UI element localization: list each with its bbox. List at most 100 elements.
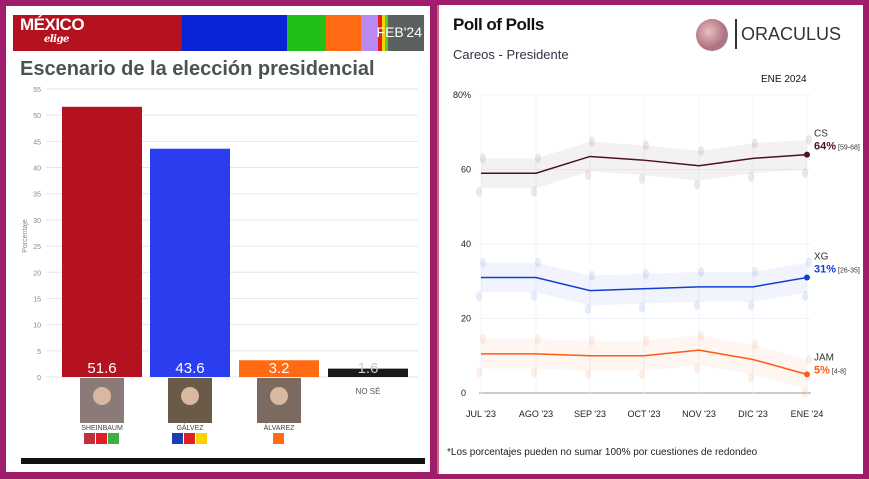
confidence-band	[481, 262, 807, 306]
poll-point	[480, 257, 486, 268]
series-name: JAM	[814, 352, 834, 363]
poll-point	[639, 173, 645, 184]
y-tick-label: 25	[33, 244, 41, 251]
poll-point	[698, 145, 704, 156]
poll-point	[802, 388, 808, 398]
confidence-band	[481, 139, 807, 189]
series-range: [26-35]	[838, 268, 860, 275]
header-color-block	[361, 15, 378, 51]
bar	[239, 360, 319, 377]
y-tick-label: 35	[33, 192, 41, 199]
candidate-name: ÁLVAREZ	[264, 423, 296, 432]
series-line	[481, 153, 808, 174]
series-last-value: 5%	[814, 364, 830, 376]
poll-point	[585, 304, 591, 315]
poll-point	[480, 153, 486, 164]
header-color-block	[388, 15, 424, 51]
poll-point	[748, 373, 754, 384]
poll-point	[643, 268, 649, 279]
x-tick-label: OCT '23	[627, 409, 660, 419]
y-tick-label: 30	[33, 218, 41, 225]
party-logo-icon	[184, 433, 195, 444]
poll-point	[589, 136, 595, 147]
x-tick-label: JUL '23	[466, 409, 496, 419]
footer-bar	[21, 458, 425, 464]
series-name: CS	[814, 129, 828, 140]
series-line	[481, 276, 808, 292]
party-logo-icon	[273, 433, 284, 444]
x-tick-label: SEP '23	[574, 409, 606, 419]
y-tick-label: 5	[37, 349, 41, 356]
y-tick-label: 45	[33, 139, 41, 146]
poll-point	[639, 369, 645, 380]
poll-point	[589, 335, 595, 346]
poll-point	[752, 339, 758, 350]
poll-point	[535, 257, 541, 268]
y-tick-label: 50	[33, 113, 41, 120]
y-tick-label: 80%	[453, 90, 471, 100]
poll-point	[748, 300, 754, 311]
y-tick-label: 40	[33, 166, 41, 173]
brand-header	[13, 15, 424, 51]
confidence-band	[481, 335, 807, 390]
footnote: *Los porcentajes pueden no sumar 100% po…	[447, 447, 758, 458]
bar	[62, 106, 142, 377]
poll-point	[694, 179, 700, 190]
poll-point	[802, 291, 808, 302]
y-tick-label: 20	[33, 270, 41, 277]
poll-point	[748, 171, 754, 182]
y-tick-label: 20	[461, 314, 471, 324]
poll-point	[531, 367, 537, 378]
y-tick-label: 10	[33, 323, 41, 330]
party-logo-icon	[108, 433, 119, 444]
poll-point	[476, 291, 482, 302]
bar-value-label: 51.6	[87, 360, 116, 377]
bar-chart: 0 5 10 15 20 25 30 35 40 45 50 55 Porcentaje 51.6 SHEI…	[21, 87, 425, 464]
poll-point	[698, 266, 704, 277]
x-tick-label: DIC '23	[738, 409, 768, 419]
x-tick-label: ENE '24	[791, 409, 824, 419]
poll-point	[535, 153, 541, 164]
chart-title: Poll of Polls	[453, 15, 544, 34]
poll-point	[585, 369, 591, 380]
chart-title: Escenario de la elección presidencial	[20, 58, 375, 80]
poll-point	[480, 333, 486, 344]
y-tick-label: 15	[33, 296, 41, 303]
series-range: [4-8]	[832, 368, 846, 375]
header-color-block	[382, 15, 385, 51]
series-endpoint	[804, 151, 810, 158]
category-label: NO SÉ	[356, 387, 381, 396]
y-tick-label: 60	[461, 165, 471, 175]
poll-point	[531, 186, 537, 197]
logo-brand-sub: elige	[44, 34, 69, 45]
bar	[150, 148, 230, 377]
series-value-line: 5% [4-8]	[814, 364, 846, 376]
series-endpoint	[804, 371, 810, 378]
y-tick-label: 0	[37, 375, 41, 382]
poll-point	[694, 300, 700, 311]
date-label: ENE 2024	[761, 74, 807, 85]
series-range: [59-68]	[838, 145, 860, 152]
x-tick-label: AGO '23	[519, 409, 553, 419]
chart-subtitle: Careos - Presidente	[453, 47, 569, 62]
poll-point	[476, 367, 482, 378]
poll-point	[806, 134, 812, 145]
header-color-block	[287, 15, 326, 51]
candidate-name: SHEINBAUM	[81, 425, 123, 432]
poll-point	[476, 186, 482, 197]
candidate-name: GÁLVEZ	[176, 423, 204, 432]
header-color-block	[182, 15, 287, 51]
bar-value-label: 3.2	[269, 360, 290, 377]
mexico-elige-logo: MÉXICO elige	[20, 16, 100, 48]
y-axis-label: Porcentaje	[22, 219, 29, 253]
poll-point	[639, 302, 645, 313]
poll-point	[531, 291, 537, 302]
poll-point	[643, 335, 649, 346]
header-color-block	[13, 15, 182, 51]
left-panel: MÉXICO elige FEB'24 Escenario de la elecc…	[6, 6, 430, 472]
party-logo-icon	[84, 433, 95, 444]
x-tick-label: NOV '23	[682, 409, 716, 419]
bar-value-label: 1.6	[358, 360, 379, 377]
header-color-block	[385, 15, 388, 51]
poll-point	[589, 270, 595, 281]
